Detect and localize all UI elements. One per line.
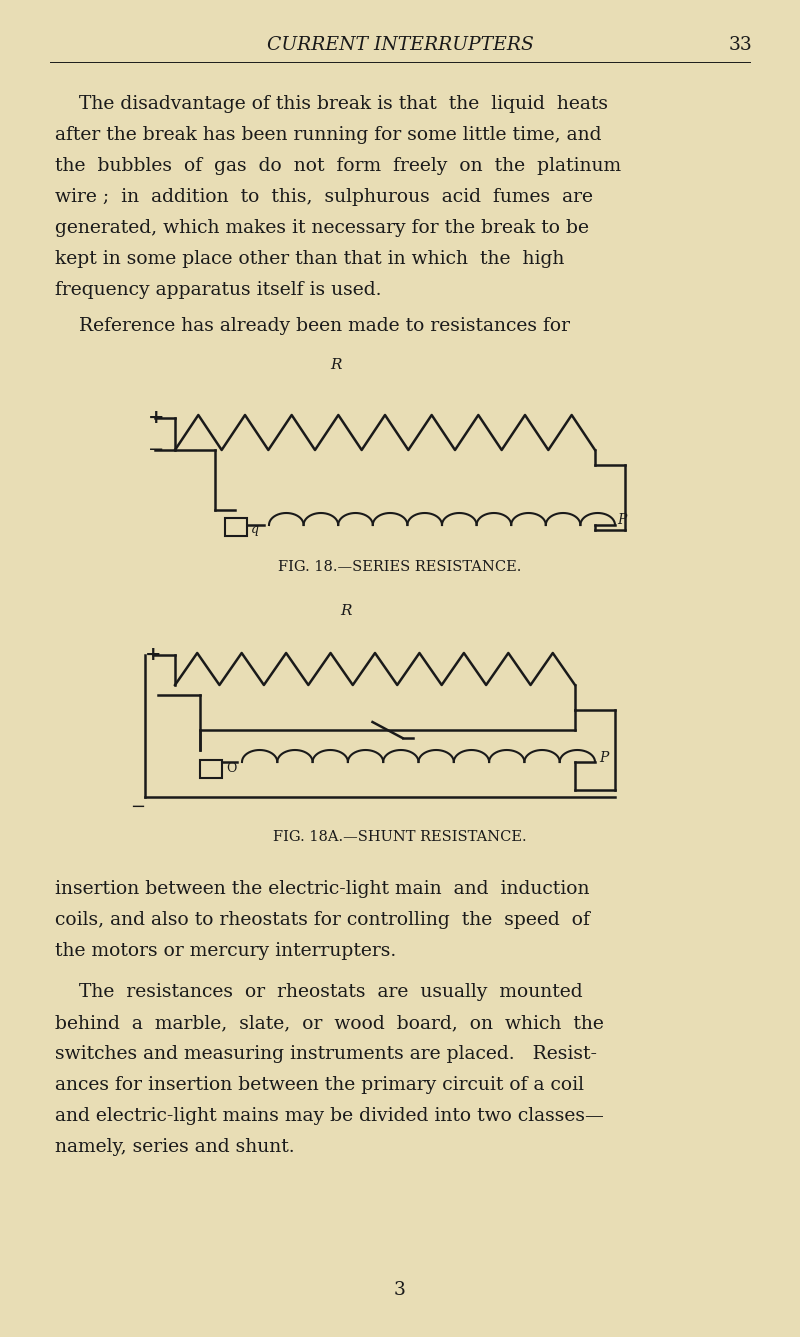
Text: +: + [145, 646, 162, 664]
Bar [225, 517, 247, 536]
Text: CURRENT INTERRUPTERS: CURRENT INTERRUPTERS [266, 36, 534, 53]
Text: 33: 33 [728, 36, 752, 53]
Text: coils, and also to rheostats for controlling  the  speed  of: coils, and also to rheostats for control… [55, 910, 590, 929]
Text: +: + [148, 409, 165, 427]
Text: switches and measuring instruments are placed.   Resist-: switches and measuring instruments are p… [55, 1046, 597, 1063]
Text: the  bubbles  of  gas  do  not  form  freely  on  the  platinum: the bubbles of gas do not form freely on… [55, 156, 621, 175]
Text: −: − [148, 441, 164, 459]
Text: 3: 3 [394, 1281, 406, 1300]
Text: namely, series and shunt.: namely, series and shunt. [55, 1138, 294, 1157]
Text: FIG. 18.—SERIES RESISTANCE.: FIG. 18.—SERIES RESISTANCE. [278, 560, 522, 574]
Text: frequency apparatus itself is used.: frequency apparatus itself is used. [55, 281, 382, 299]
Text: P: P [617, 513, 626, 527]
Bar [200, 759, 222, 778]
Text: O: O [226, 762, 236, 774]
Text: kept in some place other than that in which  the  high: kept in some place other than that in wh… [55, 250, 564, 267]
Text: generated, which makes it necessary for the break to be: generated, which makes it necessary for … [55, 219, 589, 237]
Text: The  resistances  or  rheostats  are  usually  mounted: The resistances or rheostats are usually… [55, 983, 582, 1001]
Text: wire ;  in  addition  to  this,  sulphurous  acid  fumes  are: wire ; in addition to this, sulphurous a… [55, 189, 593, 206]
Text: q: q [251, 524, 259, 536]
Text: R: R [340, 604, 351, 618]
Text: R: R [330, 358, 342, 372]
Text: P: P [599, 751, 608, 765]
Text: and electric-light mains may be divided into two classes—: and electric-light mains may be divided … [55, 1107, 604, 1124]
Text: after the break has been running for some little time, and: after the break has been running for som… [55, 126, 602, 144]
Text: behind  a  marble,  slate,  or  wood  board,  on  which  the: behind a marble, slate, or wood board, o… [55, 1013, 604, 1032]
Text: Reference has already been made to resistances for: Reference has already been made to resis… [55, 317, 570, 336]
Text: −: − [130, 798, 145, 816]
Text: ances for insertion between the primary circuit of a coil: ances for insertion between the primary … [55, 1076, 584, 1094]
Text: The disadvantage of this break is that  the  liquid  heats: The disadvantage of this break is that t… [55, 95, 608, 114]
Text: FIG. 18A.—SHUNT RESISTANCE.: FIG. 18A.—SHUNT RESISTANCE. [273, 830, 527, 844]
Text: insertion between the electric-light main  and  induction: insertion between the electric-light mai… [55, 880, 590, 898]
Text: the motors or mercury interrupters.: the motors or mercury interrupters. [55, 943, 396, 960]
